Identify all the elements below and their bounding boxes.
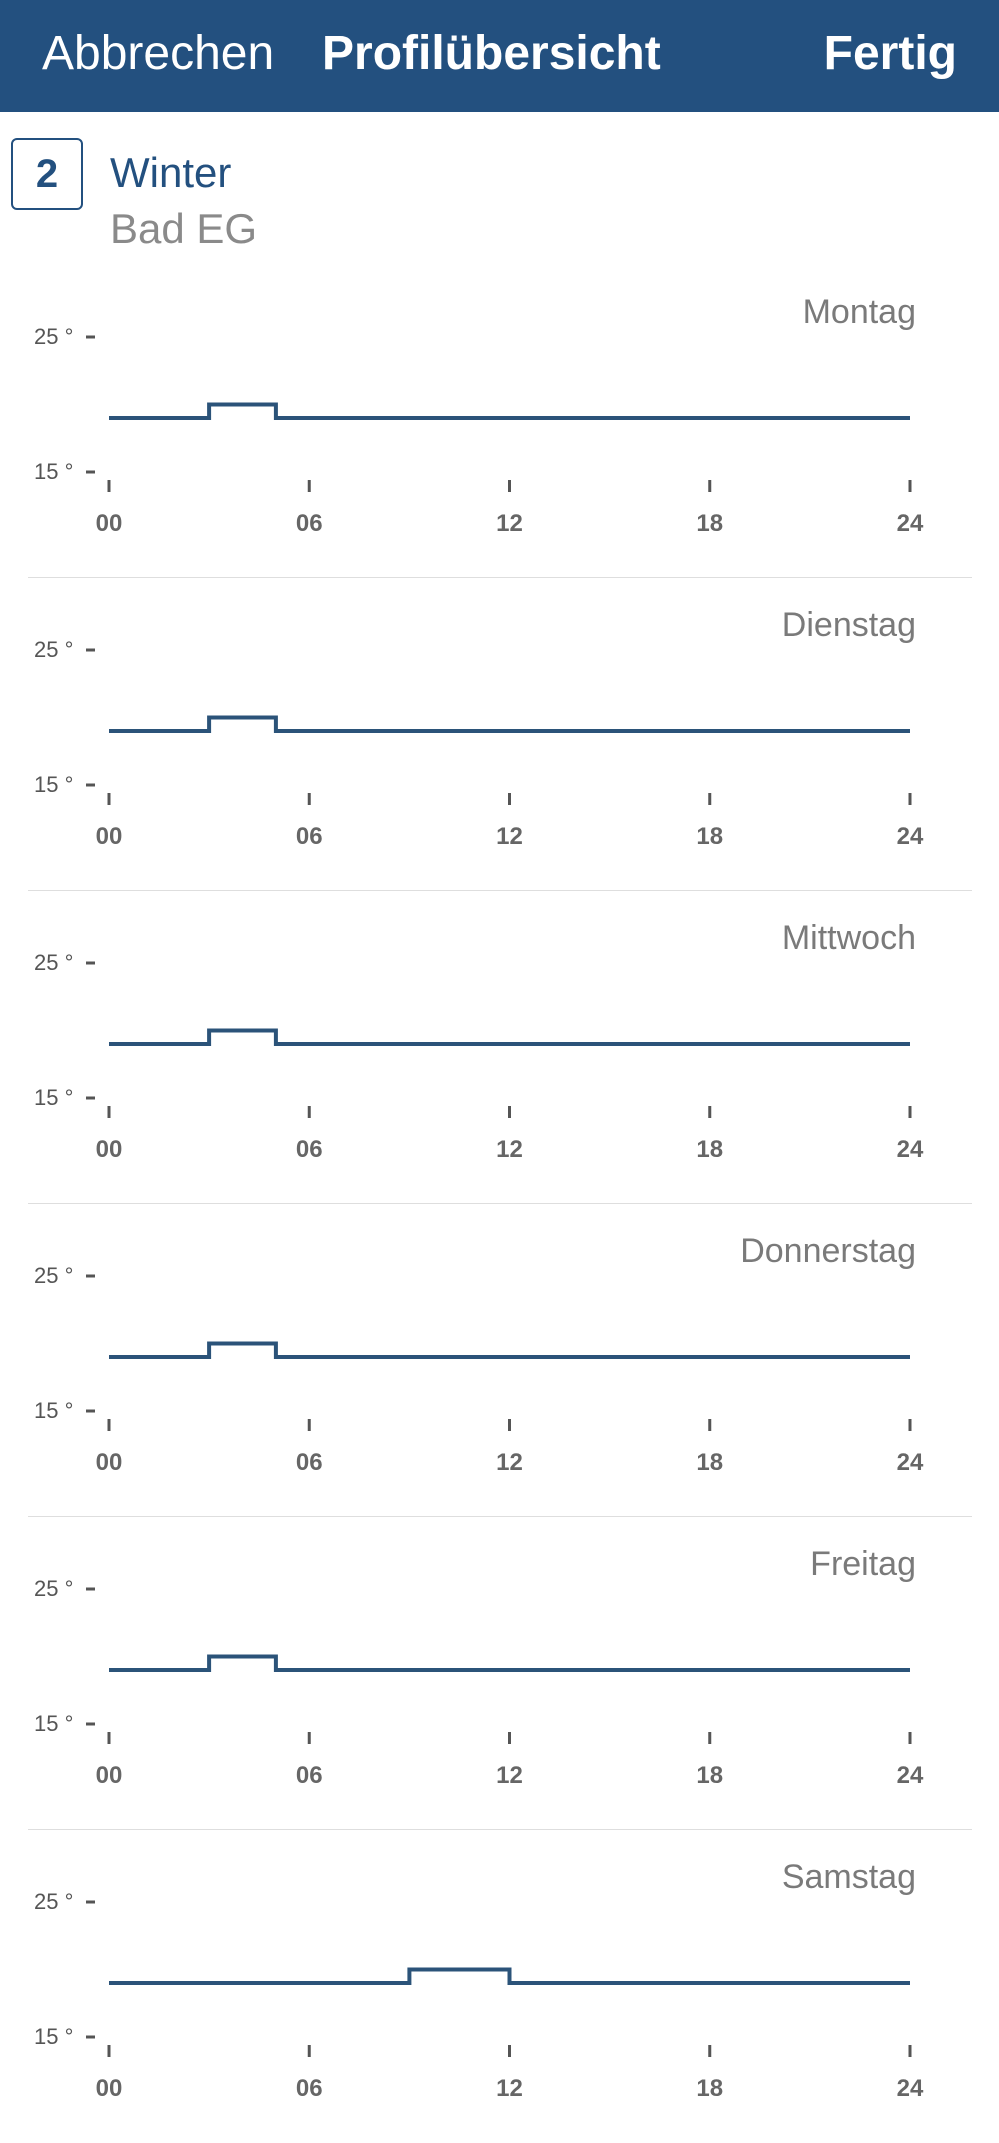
profile-room: Bad EG — [110, 205, 258, 252]
x-tick-label: 12 — [496, 1449, 523, 1476]
x-tick-label: 06 — [296, 510, 323, 537]
temperature-line — [109, 402, 910, 420]
nav-bar: Abbrechen Profilübersicht Fertig — [0, 0, 999, 112]
x-tick-label: 12 — [496, 1762, 523, 1789]
section-divider — [28, 890, 972, 891]
page-title: Profilübersicht — [322, 27, 661, 80]
x-tick-label: 12 — [496, 823, 523, 850]
y-tick-label: 15 ° — [34, 2024, 73, 2049]
x-tick-label: 18 — [696, 1136, 723, 1163]
y-tick-label: 25 ° — [34, 950, 73, 975]
day-chart-svg: Freitag 25 ° 15 ° 00 06 12 18 24 — [34, 1545, 924, 1789]
x-tick-label: 00 — [96, 1762, 123, 1789]
section-divider — [28, 1203, 972, 1204]
day-title: Mittwoch — [782, 919, 916, 957]
x-tick-label: 12 — [496, 510, 523, 537]
day-chart[interactable]: Mittwoch 25 ° 15 ° 00 06 12 18 24 — [0, 891, 999, 1204]
x-tick-label: 06 — [296, 1762, 323, 1789]
day-title: Montag — [803, 293, 916, 331]
x-tick-label: 18 — [696, 1449, 723, 1476]
temperature-line — [109, 1341, 910, 1359]
x-tick-label: 18 — [696, 1762, 723, 1789]
temperature-line — [109, 1028, 910, 1046]
done-button[interactable]: Fertig — [823, 27, 957, 80]
x-tick-label: 00 — [96, 1449, 123, 1476]
day-title: Samstag — [782, 1858, 916, 1896]
day-title: Donnerstag — [740, 1232, 916, 1270]
temperature-line — [109, 1967, 910, 1985]
day-title: Dienstag — [782, 606, 916, 644]
day-chart-svg: Samstag 25 ° 15 ° 00 06 12 18 24 — [34, 1858, 924, 2102]
day-chart[interactable]: Dienstag 25 ° 15 ° 00 06 12 18 24 — [0, 578, 999, 891]
x-tick-label: 06 — [296, 1136, 323, 1163]
x-tick-label: 12 — [496, 2075, 523, 2102]
x-tick-label: 06 — [296, 2075, 323, 2102]
x-tick-label: 24 — [897, 510, 924, 537]
x-tick-label: 24 — [897, 1136, 924, 1163]
day-chart-svg: Dienstag 25 ° 15 ° 00 06 12 18 24 — [34, 606, 924, 850]
x-tick-label: 24 — [897, 1762, 924, 1789]
y-tick-label: 15 ° — [34, 459, 73, 484]
x-tick-label: 06 — [296, 1449, 323, 1476]
day-chart[interactable]: Montag 25 ° 15 ° 00 06 12 18 24 — [0, 265, 999, 578]
x-tick-label: 18 — [696, 510, 723, 537]
temperature-line — [109, 715, 910, 733]
day-chart-svg: Mittwoch 25 ° 15 ° 00 06 12 18 24 — [34, 919, 924, 1163]
day-title: Freitag — [810, 1545, 916, 1583]
y-tick-label: 25 ° — [34, 324, 73, 349]
x-tick-label: 24 — [897, 2075, 924, 2102]
y-tick-label: 25 ° — [34, 1263, 73, 1288]
y-tick-label: 25 ° — [34, 637, 73, 662]
x-tick-label: 18 — [696, 823, 723, 850]
x-tick-label: 00 — [96, 823, 123, 850]
x-tick-label: 00 — [96, 2075, 123, 2102]
section-divider — [28, 1516, 972, 1517]
x-tick-label: 24 — [897, 823, 924, 850]
y-tick-label: 15 ° — [34, 1711, 73, 1736]
profile-number-badge: 2 — [11, 138, 83, 210]
section-divider — [28, 577, 972, 578]
day-chart[interactable]: Samstag 25 ° 15 ° 00 06 12 18 24 — [0, 1830, 999, 2143]
day-chart-svg: Montag 25 ° 15 ° 00 06 12 18 24 — [34, 293, 924, 537]
y-tick-label: 15 ° — [34, 1085, 73, 1110]
x-tick-label: 06 — [296, 823, 323, 850]
day-chart-svg: Donnerstag 25 ° 15 ° 00 06 12 18 24 — [34, 1232, 924, 1476]
x-tick-label: 12 — [496, 1136, 523, 1163]
y-tick-label: 25 ° — [34, 1576, 73, 1601]
x-tick-label: 00 — [96, 1136, 123, 1163]
cancel-button[interactable]: Abbrechen — [42, 27, 275, 80]
y-tick-label: 25 ° — [34, 1889, 73, 1914]
y-tick-label: 15 ° — [34, 772, 73, 797]
x-tick-label: 18 — [696, 2075, 723, 2102]
profile-name: Winter — [110, 149, 232, 196]
x-tick-label: 24 — [897, 1449, 924, 1476]
day-chart[interactable]: Donnerstag 25 ° 15 ° 00 06 12 18 24 — [0, 1204, 999, 1517]
day-chart[interactable]: Freitag 25 ° 15 ° 00 06 12 18 24 — [0, 1517, 999, 1830]
y-tick-label: 15 ° — [34, 1398, 73, 1423]
section-divider — [28, 1829, 972, 1830]
temperature-line — [109, 1654, 910, 1672]
profile-info: 2 Winter Bad EG — [0, 112, 999, 262]
x-tick-label: 00 — [96, 510, 123, 537]
